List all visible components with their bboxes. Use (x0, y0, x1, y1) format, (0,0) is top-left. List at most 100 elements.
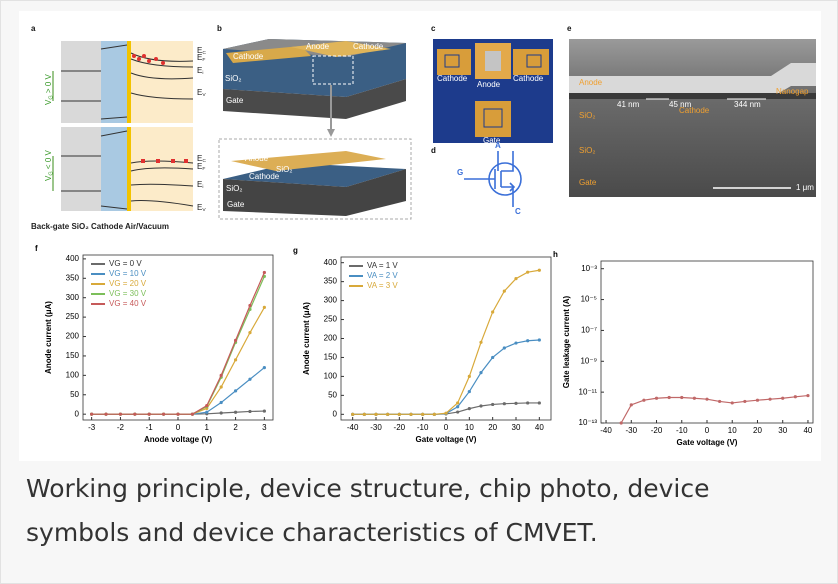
data-point (90, 413, 93, 416)
data-point (421, 413, 424, 416)
panel-letter: e (567, 24, 572, 33)
data-point (456, 401, 459, 404)
data-point (234, 411, 237, 414)
legend-label: VG = 30 V (109, 289, 147, 298)
data-point (263, 306, 266, 309)
y-tick-label: 50 (70, 390, 79, 399)
label: Anode (477, 80, 501, 89)
data-point (538, 338, 541, 341)
label: Cathode (437, 74, 468, 83)
label: Anode (306, 42, 330, 51)
x-tick-label: -20 (651, 426, 663, 435)
data-point (248, 331, 251, 334)
x-tick-label: -10 (676, 426, 688, 435)
y-tick-label: 10⁻⁵ (581, 295, 597, 304)
y-tick-label: 300 (324, 296, 338, 305)
y-axis-label: Anode current (μA) (44, 301, 53, 374)
x-tick-label: 10 (465, 423, 474, 432)
data-point (148, 413, 151, 416)
label: Anode (579, 78, 603, 87)
y-tick-label: 100 (324, 372, 338, 381)
data-point (526, 401, 529, 404)
label: Cathode (679, 106, 710, 115)
data-point (806, 394, 809, 397)
data-point (718, 400, 721, 403)
device-symbol (464, 151, 521, 207)
data-point (503, 346, 506, 349)
label: Gate (227, 200, 245, 209)
data-point (794, 395, 797, 398)
label: 344 nm (734, 100, 761, 109)
data-point (731, 401, 734, 404)
label: Back-gate SiO₂ Cathode Air/Vacuum (31, 222, 169, 231)
label: EV (197, 203, 206, 213)
label: Gate (226, 96, 244, 105)
data-point (468, 375, 471, 378)
data-point (234, 339, 237, 342)
data-point (503, 402, 506, 405)
legend-label: VG = 20 V (109, 279, 147, 288)
x-tick-label: -3 (88, 423, 96, 432)
data-point (479, 371, 482, 374)
y-tick-label: 300 (66, 293, 80, 302)
data-point (514, 402, 517, 405)
data-point (398, 413, 401, 416)
data-point (491, 403, 494, 406)
panel-letter: d (431, 146, 436, 155)
label: Anode (245, 154, 269, 163)
label: Gate (579, 178, 597, 187)
data-point (491, 310, 494, 313)
data-point (433, 413, 436, 416)
legend-label: VG = 10 V (109, 269, 147, 278)
data-point (205, 411, 208, 414)
x-axis-label: Anode voltage (V) (144, 435, 212, 444)
caption: Working principle, device structure, chi… (26, 467, 806, 555)
label: C (515, 207, 521, 216)
data-point (468, 390, 471, 393)
panel-letter: h (553, 250, 558, 259)
x-tick-label: -40 (600, 426, 612, 435)
data-point (526, 339, 529, 342)
chip-photo (433, 39, 553, 143)
data-point (248, 378, 251, 381)
y-tick-label: 10⁻¹¹ (579, 387, 598, 396)
data-point (514, 341, 517, 344)
data-point (220, 374, 223, 377)
y-tick-label: 0 (75, 409, 80, 418)
page: aECEFEiEVVG > 0 VECEFEiEVVG < 0 VBack-ga… (0, 0, 838, 584)
data-point (642, 399, 645, 402)
y-tick-label: 200 (66, 332, 80, 341)
x-tick-label: 20 (753, 426, 762, 435)
data-point (176, 413, 179, 416)
data-point (234, 358, 237, 361)
x-tick-label: 30 (512, 423, 521, 432)
data-point (363, 413, 366, 416)
data-point (503, 290, 506, 293)
series-line (92, 307, 265, 414)
data-point (743, 400, 746, 403)
label: SiO₂ (226, 184, 242, 193)
label: 41 nm (617, 100, 640, 109)
x-tick-label: -1 (146, 423, 154, 432)
data-point (693, 397, 696, 400)
data-point (263, 271, 266, 274)
x-tick-label: -10 (417, 423, 429, 432)
y-tick-label: 100 (66, 370, 80, 379)
y-tick-label: 200 (324, 334, 338, 343)
data-point (538, 401, 541, 404)
data-point (768, 398, 771, 401)
data-point (234, 389, 237, 392)
data-point (248, 410, 251, 413)
label: A (495, 141, 501, 150)
label-sub: C (202, 50, 206, 56)
x-tick-label: 0 (176, 423, 181, 432)
y-tick-label: 150 (324, 353, 338, 362)
data-point (526, 271, 529, 274)
data-point (444, 412, 447, 415)
y-tick-label: 150 (66, 351, 80, 360)
label-rest: > 0 V (44, 74, 53, 96)
x-tick-label: 40 (803, 426, 812, 435)
x-tick-label: -40 (347, 423, 359, 432)
y-tick-label: 400 (66, 254, 80, 263)
